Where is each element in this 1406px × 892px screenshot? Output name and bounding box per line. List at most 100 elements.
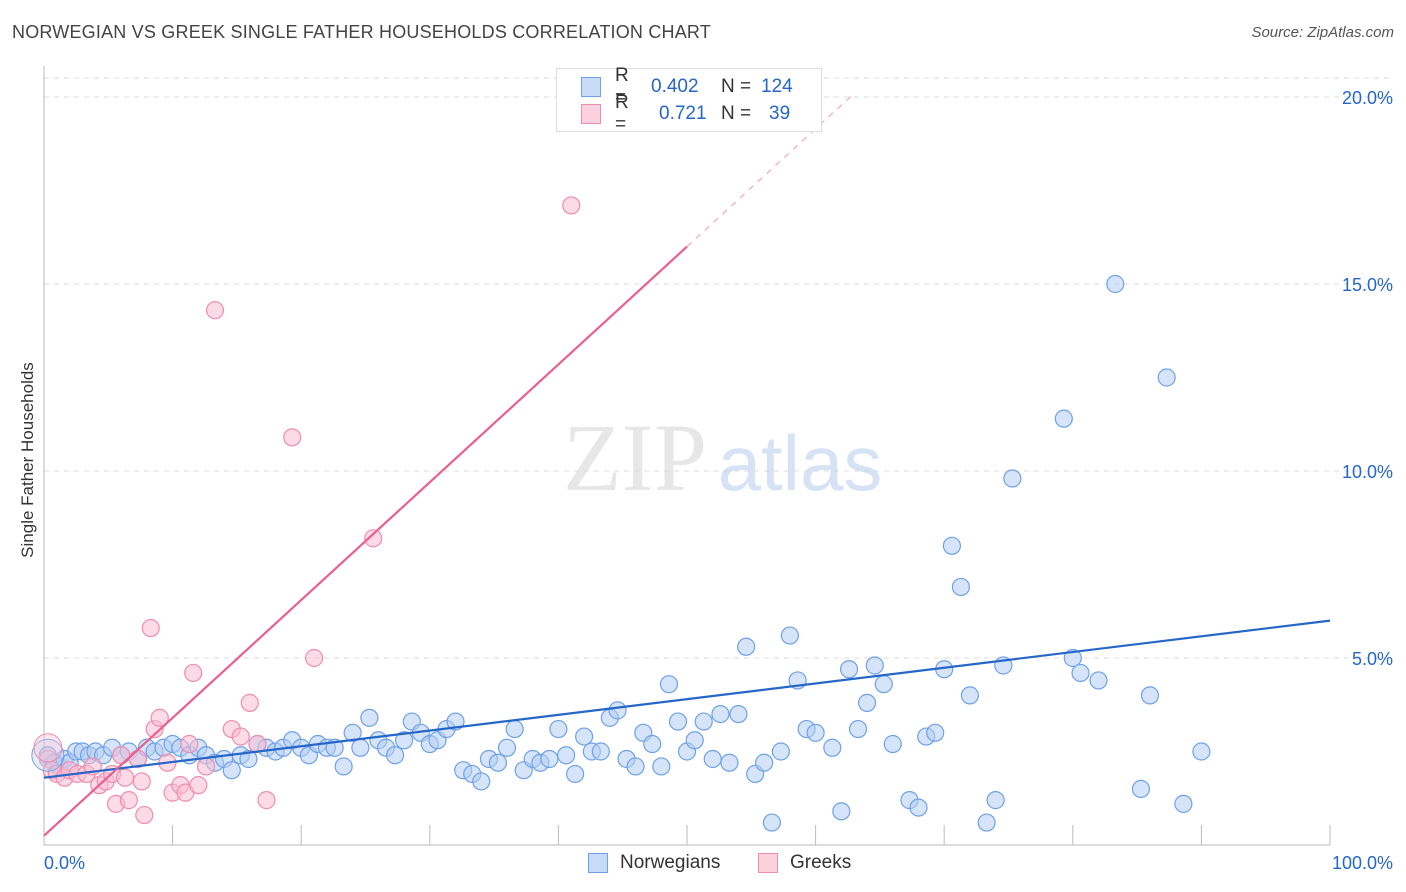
n-value: 124 (761, 76, 793, 97)
norwegians-point (848, 719, 868, 739)
norwegians-point (883, 734, 902, 754)
norwegians-point (343, 723, 362, 742)
greeks-point (364, 529, 383, 548)
norwegians-point (1157, 368, 1176, 387)
norwegians-point (659, 675, 679, 694)
norwegians-point (977, 813, 996, 832)
norwegians-point (960, 686, 980, 705)
legend-swatch-norwegians (588, 853, 608, 873)
norwegians-point (737, 637, 756, 656)
norwegians-point (926, 723, 945, 742)
greeks-point (135, 805, 154, 825)
norwegians-point (1192, 742, 1211, 761)
norwegians-point (497, 738, 517, 757)
norwegians-point (1140, 686, 1160, 705)
norwegians-point (720, 753, 739, 772)
grid-lines (44, 77, 1390, 659)
norwegians-point (771, 742, 790, 761)
norwegians-point (951, 577, 971, 597)
norwegians-point (591, 742, 610, 761)
norwegians-point (643, 734, 662, 754)
greeks-point (132, 772, 151, 791)
norwegians-point (652, 757, 671, 776)
norwegians-point (566, 764, 585, 784)
legend: Norwegians Greeks (0, 852, 1406, 878)
greeks-swatch (581, 104, 601, 124)
norwegians-trend-line (43, 619, 1331, 779)
greeks-point (304, 648, 324, 668)
norwegians-point (823, 738, 842, 757)
r-value: 0.402 (651, 76, 699, 97)
greeks-point (283, 428, 302, 447)
correlation-row-greeks: R = 0.721 N = 39 (581, 92, 791, 135)
legend-swatch-greeks (758, 853, 778, 873)
norwegians-point (874, 675, 893, 694)
chart-title: NORWEGIAN VS GREEK SINGLE FATHER HOUSEHO… (12, 22, 711, 42)
norwegians-point (626, 757, 645, 776)
norwegians-point (222, 761, 241, 780)
norwegians-swatch (581, 77, 601, 97)
watermark-atlas: atlas (718, 419, 883, 507)
norwegians-point (549, 719, 568, 739)
norwegians-point (239, 749, 258, 769)
norwegians-point (755, 753, 774, 772)
norwegians-point (1063, 648, 1082, 668)
source-credit: Source: ZipAtlas.com (1251, 24, 1394, 41)
greeks-point (119, 791, 138, 810)
norwegians-point (806, 723, 825, 742)
norwegians-point (986, 791, 1005, 810)
norwegians-point (857, 693, 877, 712)
y-tick-label: 10.0% (1342, 462, 1393, 482)
greeks-point (189, 776, 208, 795)
norwegians-point (505, 719, 524, 739)
x-tick-label: 0.0% (44, 853, 85, 873)
greeks-point (231, 727, 250, 746)
norwegians-point (1054, 409, 1073, 428)
greeks-trend-line (43, 245, 688, 837)
greeks-point (141, 618, 160, 638)
norwegians-point (839, 660, 859, 679)
norwegians-point (1071, 663, 1090, 683)
greeks-trend-extension (686, 93, 855, 248)
r-value: 0.721 (659, 103, 707, 124)
n-label: N = (721, 76, 752, 97)
norwegians-point (394, 731, 414, 750)
tick-labels: 5.0% 10.0% 15.0% 20.0% 0.0% 100.0% (44, 88, 1393, 873)
norwegians-point (1131, 779, 1151, 799)
norwegians-point (703, 749, 722, 769)
greeks-point (115, 768, 135, 787)
norwegians-point (942, 536, 962, 555)
x-tick-label: 100.0% (1332, 853, 1393, 873)
norwegians-point (575, 727, 594, 746)
r-label: R = (615, 65, 629, 108)
norwegians-point (557, 746, 576, 765)
norwegians-cluster-point (31, 738, 65, 772)
greeks-cluster-point (33, 733, 63, 763)
legend-item-norwegians[interactable]: Norwegians (588, 852, 720, 874)
norwegians-point (334, 757, 353, 776)
greeks-point (184, 663, 203, 683)
y-axis-label: Single Father Households (18, 362, 37, 558)
norwegians-point (865, 656, 884, 675)
norwegians-point (540, 749, 559, 769)
norwegians-point (832, 802, 851, 821)
trend-lines (43, 93, 1331, 837)
greeks-point (150, 708, 169, 727)
norwegians-point (668, 712, 688, 731)
series-greeks (38, 196, 581, 825)
y-tick-label: 20.0% (1342, 88, 1393, 108)
y-tick-label: 5.0% (1352, 649, 1393, 669)
norwegians-point (909, 798, 928, 817)
n-value: 39 (769, 103, 791, 124)
legend-item-greeks[interactable]: Greeks (758, 852, 851, 874)
norwegians-point (472, 772, 491, 791)
norwegians-point (1089, 671, 1108, 690)
norwegians-point (694, 712, 713, 731)
watermark-zip: ZIP (563, 404, 707, 511)
norwegians-point (1106, 274, 1125, 294)
correlation-row-norwegians: R = 0.402 N = 124 (581, 65, 793, 108)
norwegians-point (1003, 469, 1022, 488)
greeks-point (180, 734, 199, 754)
legend-label-norwegians: Norwegians (620, 852, 721, 873)
